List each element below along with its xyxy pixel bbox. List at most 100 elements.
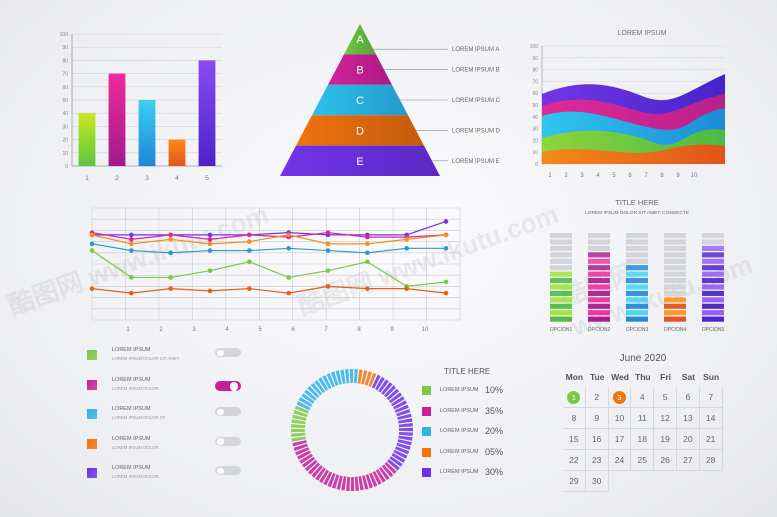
- pyramid-level: [280, 145, 440, 176]
- calendar-date[interactable]: 12: [654, 408, 677, 429]
- calendar-date[interactable]: 22: [563, 450, 586, 471]
- level-segment: [664, 316, 686, 322]
- calendar-date-label: 15: [569, 434, 579, 444]
- level-segment: [550, 245, 572, 251]
- bar: [78, 113, 96, 166]
- calendar-day-header: Thu: [635, 371, 651, 382]
- calendar-date[interactable]: 27: [676, 450, 700, 471]
- calendar-date[interactable]: 1: [563, 387, 586, 408]
- x-tick-label: 10: [422, 327, 429, 333]
- level-segment: [702, 290, 724, 296]
- calendar-date[interactable]: 16: [585, 429, 609, 450]
- calendar-date[interactable]: 14: [699, 408, 723, 429]
- donut-segment: [393, 449, 408, 459]
- calendar-date[interactable]: 13: [676, 408, 700, 429]
- calendar-date-label: 6: [685, 392, 691, 402]
- y-tick-label: 100: [530, 44, 539, 50]
- x-tick-label: 2: [115, 175, 119, 182]
- calendar-date[interactable]: 21: [699, 429, 723, 450]
- donut-segment: [346, 476, 351, 491]
- legend-swatch: [422, 427, 431, 436]
- level-segment: [588, 316, 610, 322]
- toggle-switch[interactable]: [215, 380, 241, 391]
- calendar-date[interactable]: 18: [631, 429, 655, 450]
- level-segment: [702, 297, 724, 303]
- level-segment: [702, 239, 724, 245]
- level-segment: [626, 303, 648, 309]
- data-point: [207, 237, 213, 242]
- calendar-date[interactable]: 24: [608, 450, 632, 471]
- toggle-switch[interactable]: [215, 436, 241, 446]
- data-point: [89, 286, 95, 291]
- donut-segment: [365, 474, 373, 489]
- data-point: [443, 219, 449, 224]
- legend-swatch: [422, 468, 431, 477]
- toggle-row: LOREM IPSUM LOREM IPSUM DOLOR SIT AMET.: [85, 345, 250, 367]
- calendar-date[interactable]: 8: [563, 408, 586, 429]
- calendar-date[interactable]: 11: [631, 408, 655, 429]
- calendar-date[interactable]: 9: [585, 408, 609, 429]
- level-segment: [626, 239, 648, 245]
- calendar-date[interactable]: 28: [699, 450, 723, 471]
- y-tick-label: 20: [62, 138, 68, 144]
- bar: [168, 139, 186, 166]
- calendar-date[interactable]: 15: [563, 429, 586, 450]
- level-segment: [664, 239, 686, 245]
- donut-segment: [396, 442, 411, 450]
- series-line: [91, 232, 447, 240]
- calendar-date[interactable]: 19: [654, 429, 677, 450]
- data-point: [168, 275, 173, 280]
- donut-segment: [323, 471, 333, 486]
- calendar-date[interactable]: 10: [608, 408, 632, 429]
- donut-segment: [354, 476, 360, 491]
- calendar-date[interactable]: 7: [699, 387, 723, 408]
- calendar-date[interactable]: 20: [676, 429, 700, 450]
- donut-segment: [327, 473, 336, 488]
- x-tick-label: 5: [612, 173, 616, 179]
- calendar-date[interactable]: 30: [585, 471, 609, 492]
- series-line: [91, 243, 446, 254]
- calendar-date-label: 8: [571, 413, 577, 423]
- toggle-row: LOREM IPSUM LOREM IPSUM DOLOR ST.: [85, 404, 250, 426]
- calendar-date[interactable]: 23: [585, 450, 609, 471]
- x-tick-label: 3: [145, 175, 149, 182]
- calendar-date[interactable]: 4: [631, 387, 655, 408]
- calendar-date-label: 13: [683, 413, 693, 423]
- calendar-date[interactable]: 3: [608, 387, 632, 408]
- toggle-knob: [217, 438, 224, 445]
- calendar-date[interactable]: 2: [585, 387, 609, 408]
- calendar-date[interactable]: 6: [676, 387, 700, 408]
- calendar-date[interactable]: 26: [654, 450, 677, 471]
- data-point: [286, 246, 291, 251]
- data-point: [247, 248, 252, 253]
- calendar-date[interactable]: 5: [654, 387, 677, 408]
- donut-segment: [319, 469, 329, 484]
- calendar: June 2020 Mon Tue Wed Thu Fri Sat Sun 1 2 3 4 5 6 7 8 9…: [563, 352, 723, 492]
- x-tick-label: 4: [596, 173, 600, 179]
- legend-swatch: [422, 406, 431, 416]
- toggle-switch[interactable]: [215, 407, 241, 416]
- level-subtitle: LOREM IPSUM DOLOR SIT AMET, CONSECTE: [585, 210, 689, 216]
- y-tick-label: 10: [532, 150, 538, 156]
- calendar-date[interactable]: 17: [608, 429, 632, 450]
- data-point: [325, 248, 331, 253]
- data-point: [129, 237, 134, 242]
- donut-segment: [398, 427, 413, 432]
- calendar-date-label: 28: [705, 455, 716, 465]
- line-chart: 1 2 3 4 5 6 7 8 9 10: [89, 207, 461, 333]
- calendar-date[interactable]: 25: [631, 450, 655, 471]
- toggle-switch[interactable]: [215, 466, 241, 475]
- data-point: [207, 248, 213, 253]
- toggle-row: LOREM IPSUM LOREM IPSUM DOLOR.: [85, 434, 250, 456]
- level-label: OPCION4: [664, 327, 687, 333]
- level-segment: [588, 290, 610, 296]
- level-segment: [550, 233, 572, 239]
- donut-segment: [336, 475, 343, 490]
- calendar-date[interactable]: 29: [563, 471, 586, 492]
- calendar-date-label: 18: [637, 434, 648, 444]
- toggle-subtitle: LOREM IPSUM DOLOR.: [112, 474, 160, 479]
- color-swatch: [87, 468, 97, 478]
- toggle-switch[interactable]: [215, 348, 241, 357]
- level-segment: [550, 271, 572, 277]
- legend-value: 30%: [485, 467, 504, 477]
